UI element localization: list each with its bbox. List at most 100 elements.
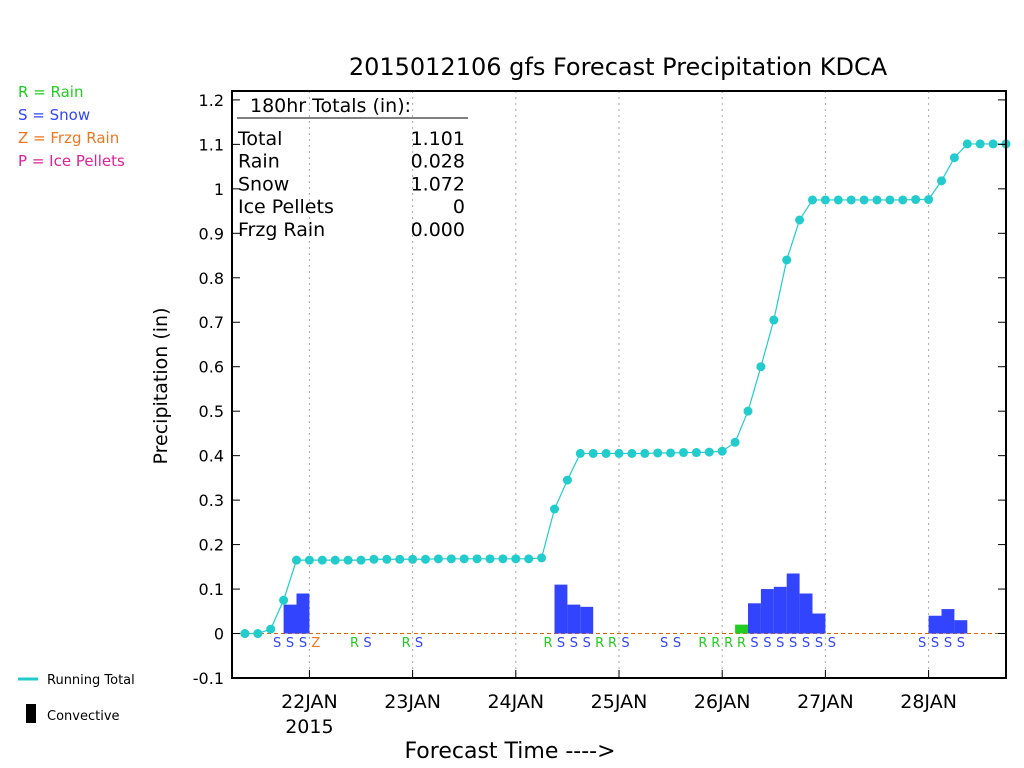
x-axis-label: Forecast Time ----> [404, 739, 615, 764]
grid [308, 91, 930, 678]
precip-bar-snow [567, 604, 581, 634]
x-tick-sublabel: 2015 [285, 716, 333, 738]
y-tick-label: 0.5 [199, 402, 224, 421]
precip-bar-snow [283, 604, 297, 634]
running-total-legend-label: Running Total [47, 673, 135, 688]
running-total-point [691, 448, 701, 458]
y-tick-label: 1 [214, 180, 224, 199]
precip-type-label: S [583, 636, 591, 651]
running-total-points [240, 139, 1011, 639]
running-total-point [614, 448, 624, 458]
totals-row-value: 0.028 [411, 151, 465, 173]
running-total-point [356, 555, 366, 565]
y-tick-label: 0.2 [199, 536, 224, 555]
y-tick-label: 1.2 [199, 91, 224, 110]
precip-type-label: S [673, 636, 681, 651]
x-tick-label: 24JAN [487, 691, 544, 713]
precip-bar-snow [580, 606, 594, 634]
legend-rain: R = Rain [18, 83, 84, 101]
totals-box: 180hr Totals (in): Total 1.101 Rain 0.028 Sn… [237, 95, 468, 241]
y-axis: -0.1 0 0.1 0.2 0.3 0.4 0.5 0.6 0.7 0.8 0.9 1 1.1 1.2 [193, 91, 1006, 688]
running-total-point [459, 554, 469, 564]
running-total-point [911, 195, 921, 205]
running-total-point [240, 629, 250, 639]
x-tick-label: 23JAN [384, 691, 441, 713]
running-total-point [820, 195, 830, 205]
running-total-point [421, 554, 430, 564]
running-total-point [550, 504, 559, 514]
totals-row-value: 0 [453, 196, 465, 218]
precip-type-label: S [415, 636, 423, 651]
precip-bar-snow [748, 603, 761, 634]
totals-row-label: Ice Pellets [238, 196, 334, 218]
running-total-point [279, 595, 289, 605]
precip-type-label: S [957, 636, 965, 651]
precip-type-label: S [763, 636, 771, 651]
running-total-point [472, 554, 482, 564]
precip-type-label: S [931, 636, 939, 651]
y-tick-label: 0.4 [199, 447, 224, 466]
running-total-point [885, 195, 895, 205]
precip-type-label: S [789, 636, 797, 651]
precip-bar-snow [296, 593, 310, 634]
x-axis: 22JAN 2015 23JAN 24JAN 25JAN 26JAN 27JAN 28JAN [281, 670, 957, 738]
y-tick-label: 0.1 [199, 580, 224, 599]
running-total-point [846, 195, 856, 205]
running-total-point [433, 554, 443, 564]
running-total-point [730, 437, 740, 447]
running-total-point [369, 554, 379, 564]
precip-type-label: R [737, 636, 746, 651]
running-total-point [756, 362, 766, 372]
running-total-point [253, 629, 263, 639]
precip-type-label: S [286, 636, 294, 651]
x-tick-label: 27JAN [797, 691, 854, 713]
totals-row-value: 1.101 [411, 128, 465, 150]
chart-title: 2015012106 gfs Forecast Precipitation KD… [349, 53, 888, 81]
y-tick-label: 0.8 [199, 269, 224, 288]
running-total-point [679, 448, 688, 458]
precip-type-label: S [750, 636, 758, 651]
running-total-point [653, 448, 663, 458]
precip-type-label: S [621, 636, 629, 651]
running-total-point [446, 554, 456, 564]
running-total-point [485, 554, 495, 564]
totals-row-label: Rain [238, 151, 280, 173]
precip-bar-snow [812, 613, 826, 634]
running-total-point [808, 195, 817, 205]
running-total-point [524, 554, 534, 564]
precip-bar-snow [760, 589, 774, 634]
precip-type-label: S [815, 636, 823, 651]
precip-bar-rain [735, 624, 748, 634]
precip-type-label: S [828, 636, 836, 651]
y-axis-label: Precipitation (in) [150, 308, 172, 465]
precip-type-label: S [944, 636, 952, 651]
precip-bar-snow [928, 615, 942, 634]
precip-type-label: R [350, 636, 359, 651]
precip-bar-snow [773, 586, 787, 634]
precip-type-label: S [802, 636, 810, 651]
precip-type-label: Z [311, 636, 320, 651]
running-total-point [498, 554, 508, 564]
running-total-point [975, 139, 985, 149]
running-total-point [872, 195, 882, 205]
precip-bar-snow [554, 584, 568, 634]
running-total-point [408, 554, 418, 564]
totals-row-label: Total [237, 128, 282, 150]
precip-type-label: S [299, 636, 307, 651]
running-total-point [833, 195, 843, 205]
y-tick-label: -0.1 [193, 669, 224, 688]
precip-type-label: S [918, 636, 926, 651]
totals-rows: Total 1.101 Rain 0.028 Snow 1.072 Ice Pellets 0… [237, 128, 465, 241]
running-total-point [317, 555, 327, 565]
precip-type-label: S [776, 636, 784, 651]
running-total-point [949, 153, 959, 163]
running-total-point [640, 448, 650, 458]
running-total-point [588, 448, 598, 458]
running-total-point [937, 176, 946, 186]
x-tick-label: 22JAN [281, 691, 338, 713]
precip-type-label: S [570, 636, 578, 651]
running-total-point [666, 448, 676, 458]
running-total-point [859, 195, 869, 205]
y-tick-label: 0.7 [199, 313, 224, 332]
